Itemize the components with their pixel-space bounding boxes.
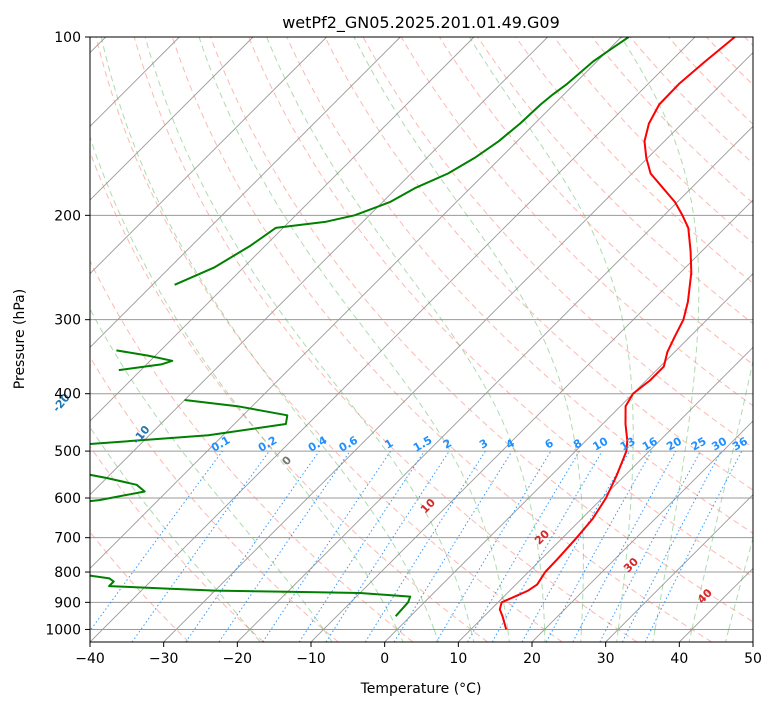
dry-adiabat-line (133, 37, 638, 642)
moist-adiabat-line (266, 37, 546, 630)
x-tick-label: 10 (449, 651, 467, 667)
y-tick-label: 800 (54, 565, 81, 581)
x-tick-label: 40 (670, 651, 688, 667)
moist-adiabat-line (507, 629, 510, 642)
isotherm-line (90, 37, 622, 569)
dry-adiabat-line (248, 37, 753, 578)
x-axis-label: Temperature (°C) (360, 681, 482, 697)
moist-adiabat-line (728, 536, 753, 630)
dry-adiabat-line (90, 445, 264, 642)
dry-adiabat-line (95, 37, 563, 642)
x-tick-label: −30 (149, 651, 179, 667)
y-tick-label: 200 (54, 208, 81, 224)
mixing-ratio-line (572, 450, 677, 642)
moist-adiabat-line (144, 37, 472, 630)
mixing-ratio-line (262, 450, 392, 642)
moist-adiabat-line (249, 629, 261, 642)
dewpoint-profile (174, 37, 630, 286)
mixing-ratio-line (521, 450, 630, 642)
x-tick-label: 20 (523, 651, 541, 667)
moist-adiabat-line (616, 629, 619, 642)
x-tick-label: −10 (296, 651, 326, 667)
moist-adiabat-line (353, 37, 584, 630)
mixing-ratio-line (545, 450, 653, 642)
data-series-layer (90, 37, 736, 630)
x-tick-label: 0 (380, 651, 389, 667)
y-tick-label: 900 (54, 595, 81, 611)
moist-adiabat-line (433, 629, 439, 642)
y-tick-label: 600 (54, 491, 81, 507)
isotherm-line (90, 37, 401, 348)
moist-adiabat-line (620, 37, 700, 630)
chart-title: wetPf2_GN05.2025.201.01.49.G09 (282, 13, 560, 33)
moist-adiabat-line (90, 135, 398, 630)
mixing-ratio-line (131, 450, 270, 642)
moist-adiabat-line (725, 629, 730, 642)
mixing-ratio-line (90, 450, 223, 632)
mixing-ratio-line (644, 450, 743, 642)
y-axis-label: Pressure (hPa) (12, 289, 28, 389)
y-tick-label: 100 (54, 30, 81, 46)
isotherm-line (384, 273, 753, 642)
dry-adiabat-line (210, 37, 753, 623)
dry-adiabat-line (90, 259, 414, 642)
mixing-ratio-line (298, 450, 425, 642)
isotherm-line (237, 125, 753, 642)
mixing-ratio-line (218, 450, 351, 642)
mixing-ratio-line (393, 450, 513, 642)
isotherm-line (458, 346, 753, 642)
temperature-profile (498, 37, 736, 630)
moist-adiabat-line (100, 37, 435, 630)
x-tick-label: 50 (744, 651, 762, 667)
isotherm-line (90, 37, 475, 422)
dewpoint-profile (90, 399, 289, 446)
grid-layer (90, 37, 753, 642)
y-tick-label: 300 (54, 313, 81, 329)
mixing-ratio-line (325, 450, 450, 642)
dewpoint-profile (90, 473, 146, 503)
dry-adiabat-line (286, 37, 753, 534)
mixing-ratio-line (185, 450, 320, 642)
dewpoint-profile (116, 349, 174, 372)
moist-adiabat-line (688, 629, 693, 642)
dry-adiabat-line (90, 356, 339, 642)
x-tick-label: −20 (223, 651, 253, 667)
axis-ticks: −40 −30 −20 −10 0 10 20 30 40 50 100 200 300 400 500 60… (45, 30, 762, 667)
plot-frame (89, 36, 754, 643)
moist-adiabat-line (691, 358, 753, 630)
y-tick-label: 700 (54, 531, 81, 547)
x-tick-label: 30 (597, 651, 615, 667)
isotherm-line (531, 420, 753, 642)
dry-adiabat-line (515, 37, 753, 284)
moist-adiabat-line (469, 37, 634, 630)
moist-adiabat-line (90, 426, 251, 630)
dry-adiabat-line (324, 37, 753, 491)
x-tick-label: −40 (75, 651, 105, 667)
dewpoint-profile (90, 574, 412, 617)
moist-adiabat-line (580, 629, 582, 642)
isotherm-line (90, 37, 327, 275)
y-tick-label: 400 (54, 387, 81, 403)
y-tick-label: 1000 (45, 622, 81, 638)
moist-adiabat-line (198, 37, 509, 630)
isotherm-line (605, 494, 753, 642)
isotherm-line (90, 37, 696, 642)
isotherm-line (163, 52, 753, 642)
y-tick-label: 500 (54, 444, 81, 460)
isotherm-line (90, 37, 254, 201)
moist-adiabat-line (90, 308, 324, 630)
isotherm-line (90, 37, 548, 496)
moist-adiabat-line (396, 629, 404, 642)
moist-adiabat-line (470, 629, 475, 642)
moist-adiabat-line (652, 629, 656, 642)
dry-adiabat-line (171, 37, 712, 642)
moist-adiabat-line (323, 629, 333, 642)
